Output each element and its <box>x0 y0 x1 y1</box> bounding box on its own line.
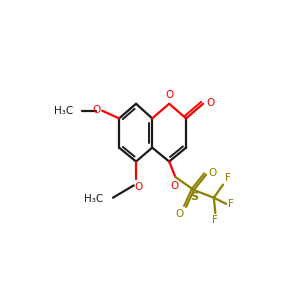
Text: O: O <box>134 182 142 192</box>
Text: F: F <box>228 199 234 209</box>
Text: S: S <box>190 191 198 202</box>
Text: O: O <box>208 168 217 178</box>
Text: O: O <box>170 181 179 191</box>
Text: O: O <box>92 105 101 115</box>
Text: H₃C: H₃C <box>85 194 104 204</box>
Text: F: F <box>225 173 230 183</box>
Text: O: O <box>166 90 174 100</box>
Text: O: O <box>176 209 184 219</box>
Text: F: F <box>212 215 218 225</box>
Text: H₃C: H₃C <box>54 106 73 116</box>
Text: O: O <box>206 98 214 108</box>
